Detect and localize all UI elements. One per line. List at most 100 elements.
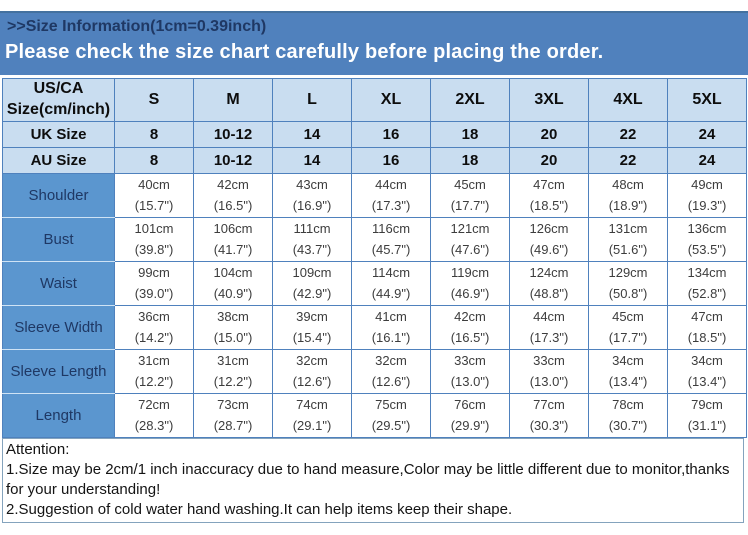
measurement-cm-value: 47cm — [533, 177, 565, 193]
measurement-inch-value: (18.5") — [529, 197, 569, 213]
measurement-inch-value: (30.7") — [608, 417, 648, 433]
measurement-cm-value: 45cm — [612, 309, 644, 325]
measurement-value-cell: 42cm (16.5") — [193, 173, 273, 218]
measurement-row-label: Shoulder — [2, 173, 115, 218]
measurement-value-cell: 121cm (47.6") — [430, 217, 510, 262]
measurement-value-cell: 74cm (29.1") — [272, 393, 352, 438]
conversion-row-label: AU Size — [2, 147, 115, 174]
measurement-inch-value: (39.8") — [134, 241, 174, 257]
measurement-value-cell: 34cm (13.4") — [588, 349, 668, 394]
size-column-header: XL — [351, 78, 431, 122]
size-column-header: L — [272, 78, 352, 122]
measurement-cm-value: 49cm — [691, 177, 723, 193]
attention-note-1: 1.Size may be 2cm/1 inch inaccuracy due … — [6, 461, 730, 498]
conversion-value-cell: 10-12 — [193, 147, 273, 174]
conversion-value-cell: 16 — [351, 121, 431, 148]
measurement-inch-value: (52.8") — [687, 285, 727, 301]
attention-notes: Attention: 1.Size may be 2cm/1 inch inac… — [2, 438, 744, 523]
measurement-row-label: Bust — [2, 217, 115, 262]
measurement-value-cell: 99cm (39.0") — [114, 261, 194, 306]
measurement-inch-value: (44.9") — [371, 285, 411, 301]
measurement-value-cell: 39cm (15.4") — [272, 305, 352, 350]
corner-header-us-ca-size: US/CA Size(cm/inch) — [2, 78, 115, 122]
measurement-inch-value: (14.2") — [134, 329, 174, 345]
corner-line-1: US/CA — [33, 80, 84, 98]
measurement-value-cell: 40cm (15.7") — [114, 173, 194, 218]
measurement-value-cell: 77cm (30.3") — [509, 393, 589, 438]
conversion-row: UK Size 8 10-12 14 16 18 20 22 24 — [2, 121, 747, 148]
conversion-value-cell: 20 — [509, 147, 589, 174]
measurement-cm-value: 75cm — [375, 397, 407, 413]
measurement-inch-value: (17.7") — [608, 329, 648, 345]
conversion-value-cell: 22 — [588, 147, 668, 174]
conversion-value-cell: 18 — [430, 147, 510, 174]
measurement-row-label: Waist — [2, 261, 115, 306]
measurement-cm-value: 129cm — [608, 265, 648, 281]
measurement-cm-value: 106cm — [213, 221, 253, 237]
measurement-cm-value: 31cm — [138, 353, 170, 369]
conversion-value-cell: 8 — [114, 147, 194, 174]
measurement-inch-value: (16.1") — [371, 329, 411, 345]
table-header-row: US/CA Size(cm/inch) S M L XL 2XL 3XL 4XL 5XL — [2, 78, 747, 122]
measurement-inch-value: (12.2") — [213, 373, 253, 389]
measurement-cm-value: 40cm — [138, 177, 170, 193]
conversion-value-cell: 10-12 — [193, 121, 273, 148]
conversion-row: AU Size 8 10-12 14 16 18 20 22 24 — [2, 147, 747, 174]
measurement-cm-value: 126cm — [529, 221, 569, 237]
measurement-cm-value: 73cm — [217, 397, 249, 413]
measurement-cm-value: 114cm — [371, 265, 411, 281]
measurement-row-label: Sleeve Width — [2, 305, 115, 350]
measurement-inch-value: (43.7") — [292, 241, 332, 257]
size-column-header: 2XL — [430, 78, 510, 122]
measurement-inch-value: (46.9") — [450, 285, 490, 301]
measurement-inch-value: (15.7") — [134, 197, 174, 213]
measurement-cm-value: 45cm — [454, 177, 486, 193]
measurement-value-cell: 75cm (29.5") — [351, 393, 431, 438]
measurement-cm-value: 38cm — [217, 309, 249, 325]
measurement-value-cell: 126cm (49.6") — [509, 217, 589, 262]
measurement-inch-value: (15.4") — [292, 329, 332, 345]
size-chart-table: US/CA Size(cm/inch) S M L XL 2XL 3XL 4XL 5XL UK Si… — [2, 78, 747, 438]
measurement-cm-value: 32cm — [375, 353, 407, 369]
measurement-row-label: Sleeve Length — [2, 349, 115, 394]
conversion-value-cell: 22 — [588, 121, 668, 148]
attention-title: Attention: — [6, 441, 70, 458]
corner-line-2: Size(cm/inch) — [6, 101, 111, 118]
measurement-inch-value: (53.5") — [687, 241, 727, 257]
measurement-value-cell: 134cm (52.8") — [667, 261, 747, 306]
measurement-row: Sleeve Length 31cm (12.2") 31cm (12.2") 32cm (… — [2, 349, 747, 394]
measurement-value-cell: 32cm (12.6") — [272, 349, 352, 394]
measurement-inch-value: (29.1") — [292, 417, 332, 433]
measurement-inch-value: (30.3") — [529, 417, 569, 433]
measurement-inch-value: (28.3") — [134, 417, 174, 433]
conversion-value-cell: 14 — [272, 121, 352, 148]
conversion-value-cell: 20 — [509, 121, 589, 148]
measurement-inch-value: (12.6") — [371, 373, 411, 389]
measurement-value-cell: 111cm (43.7") — [272, 217, 352, 262]
measurement-cm-value: 76cm — [454, 397, 486, 413]
measurement-row-label: Length — [2, 393, 115, 438]
measurement-inch-value: (48.8") — [529, 285, 569, 301]
size-column-header: S — [114, 78, 194, 122]
measurement-inch-value: (45.7") — [371, 241, 411, 257]
measurement-value-cell: 119cm (46.9") — [430, 261, 510, 306]
measurement-inch-value: (16.5") — [213, 197, 253, 213]
measurement-cm-value: 104cm — [213, 265, 253, 281]
measurement-inch-value: (17.3") — [529, 329, 569, 345]
measurement-value-cell: 31cm (12.2") — [193, 349, 273, 394]
measurement-cm-value: 31cm — [217, 353, 249, 369]
measurement-cm-value: 78cm — [612, 397, 644, 413]
measurement-inch-value: (15.0") — [213, 329, 253, 345]
conversion-value-cell: 24 — [667, 147, 747, 174]
measurement-value-cell: 136cm (53.5") — [667, 217, 747, 262]
measurement-cm-value: 47cm — [691, 309, 723, 325]
measurement-cm-value: 43cm — [296, 177, 328, 193]
measurement-value-cell: 131cm (51.6") — [588, 217, 668, 262]
measurement-cm-value: 44cm — [375, 177, 407, 193]
measurement-value-cell: 32cm (12.6") — [351, 349, 431, 394]
measurement-cm-value: 124cm — [529, 265, 569, 281]
measurement-inch-value: (41.7") — [213, 241, 253, 257]
conversion-value-cell: 24 — [667, 121, 747, 148]
measurement-cm-value: 136cm — [687, 221, 727, 237]
